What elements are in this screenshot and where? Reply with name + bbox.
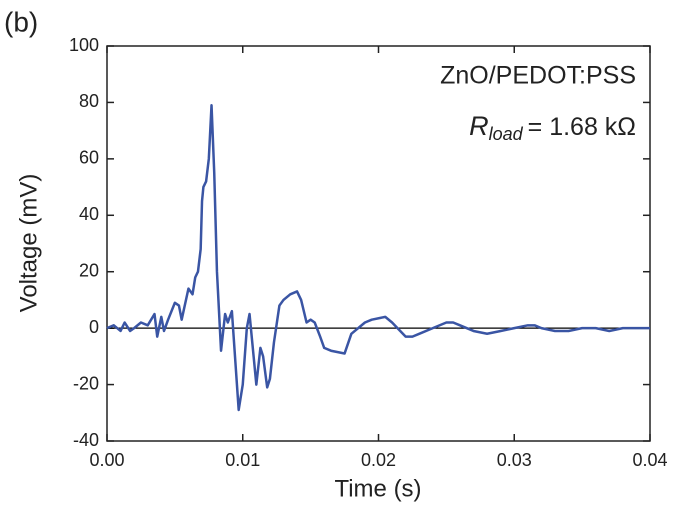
- x-tick-label: 0.04: [632, 450, 667, 470]
- y-tick-label: 0: [89, 317, 99, 337]
- data-line: [106, 104, 650, 412]
- r-subscript: load: [489, 124, 524, 144]
- r-text: = 1.68 kΩ: [528, 113, 636, 141]
- x-tick-label: 0.01: [225, 450, 260, 470]
- y-tick-label: -40: [73, 430, 99, 450]
- annotation: ZnO/PEDOT:PSS: [440, 62, 636, 90]
- plot-frame: [106, 45, 651, 442]
- x-axis-title: Time (s): [334, 475, 421, 502]
- y-tick-label: 100: [69, 35, 99, 55]
- y-tick-label: 40: [79, 204, 99, 224]
- r-symbol: R: [469, 111, 489, 141]
- x-tick-label: 0.03: [497, 450, 532, 470]
- y-tick-label: 80: [79, 91, 99, 111]
- r-load: Rload = 1.68 kΩ: [469, 111, 636, 144]
- y-tick-label: 20: [79, 260, 99, 280]
- y-axis-title: Voltage (mV): [15, 174, 42, 313]
- x-tick-label: 0.02: [361, 450, 396, 470]
- y-tick-label: 60: [79, 148, 99, 168]
- panel-label: (b): [4, 6, 38, 37]
- y-tick-label: -20: [73, 373, 99, 393]
- x-tick-label: 0.00: [89, 450, 124, 470]
